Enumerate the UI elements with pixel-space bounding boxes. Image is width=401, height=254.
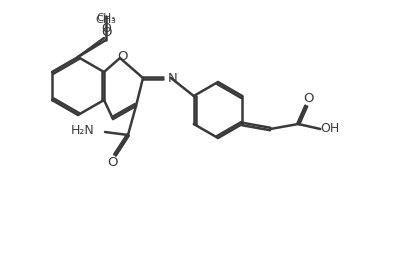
Text: O: O [117,50,127,62]
Text: H₂N: H₂N [71,123,95,136]
Text: OH: OH [321,122,340,135]
Text: CH₃: CH₃ [96,13,115,23]
Text: O: O [101,25,111,39]
Text: O: O [101,23,111,36]
Text: N: N [168,72,178,86]
Text: CH₃: CH₃ [95,15,116,25]
Text: O: O [303,92,314,105]
Text: O: O [108,156,118,169]
